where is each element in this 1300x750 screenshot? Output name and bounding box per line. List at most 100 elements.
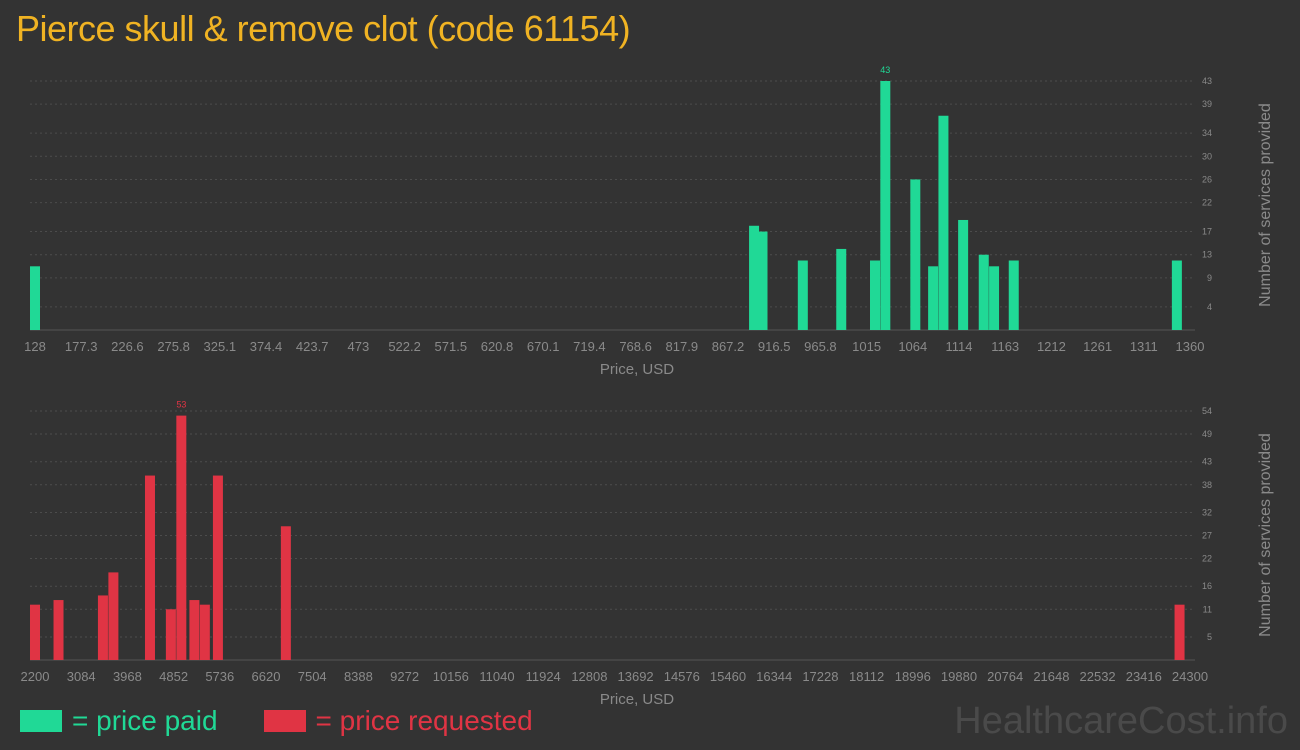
y-tick-label: 27 <box>1202 531 1212 541</box>
x-tick-label: 1163 <box>991 339 1019 354</box>
bar <box>928 266 939 330</box>
x-tick-label: 1114 <box>946 339 973 354</box>
bar <box>938 115 949 330</box>
bar <box>1174 604 1185 660</box>
x-tick-label: 12808 <box>571 669 607 684</box>
y-tick-label: 30 <box>1202 151 1212 161</box>
y-tick-label: 22 <box>1202 198 1212 208</box>
x-tick-label: 4852 <box>159 669 188 684</box>
legend-label-paid: = price paid <box>72 705 218 736</box>
bar <box>144 475 155 660</box>
x-tick-label: 1212 <box>1037 339 1066 354</box>
x-tick-label: 1311 <box>1130 339 1158 354</box>
watermark: HealthcareCost.info <box>954 700 1288 742</box>
x-tick-label: 16344 <box>756 669 792 684</box>
bar <box>108 572 119 660</box>
y-tick-label: 4 <box>1207 302 1212 312</box>
x-tick-label: 13692 <box>618 669 654 684</box>
x-tick-label: 867.2 <box>712 339 745 354</box>
y-tick-label: 17 <box>1202 227 1212 237</box>
x-tick-label: 5736 <box>205 669 234 684</box>
x-tick-label: 423.7 <box>296 339 329 354</box>
x-tick-label: 6620 <box>252 669 281 684</box>
bar <box>199 604 210 660</box>
x-tick-label: 22532 <box>1080 669 1116 684</box>
max-value-label: 43 <box>880 65 890 75</box>
x-tick-label: 620.8 <box>481 339 514 354</box>
x-tick-label: 11924 <box>526 669 561 684</box>
y-axis-label: Number of services provided <box>1257 103 1274 307</box>
legend-item-paid: = price paid <box>20 705 218 737</box>
x-tick-label: 275.8 <box>157 339 190 354</box>
x-tick-label: 18996 <box>895 669 931 684</box>
x-tick-label: 9272 <box>390 669 419 684</box>
x-tick-label: 11040 <box>479 669 514 684</box>
y-tick-label: 13 <box>1202 250 1212 260</box>
x-tick-label: 768.6 <box>619 339 652 354</box>
price-requested-chart: 5 11 16 22 27 32 38 43 49 54 53 2200 3084 3968 4852 573… <box>21 400 1274 708</box>
x-tick-label: 14576 <box>664 669 700 684</box>
x-tick-label: 226.6 <box>111 339 144 354</box>
page-title: Pierce skull & remove clot (code 61154) <box>16 8 631 49</box>
y-tick-label: 38 <box>1202 480 1212 490</box>
x-tick-label: 20764 <box>987 669 1023 684</box>
y-tick-label: 32 <box>1202 507 1212 517</box>
max-value-label: 53 <box>176 400 186 410</box>
legend: = price paid = price requested <box>20 704 579 738</box>
y-tick-label: 16 <box>1202 581 1212 591</box>
bar <box>97 595 108 660</box>
bar <box>165 609 176 660</box>
x-tick-label: 916.5 <box>758 339 791 354</box>
x-tick-label: 670.1 <box>527 339 560 354</box>
bar <box>30 604 40 660</box>
x-axis-label: Price, USD <box>600 691 674 708</box>
bar <box>989 266 1000 330</box>
x-tick-label: 719.4 <box>573 339 606 354</box>
x-tick-label: 7504 <box>298 669 327 684</box>
bar <box>176 415 187 660</box>
x-tick-label: 21648 <box>1033 669 1069 684</box>
x-tick-label: 128 <box>24 339 46 354</box>
y-tick-label: 5 <box>1207 632 1212 642</box>
bar <box>1171 260 1182 330</box>
bar <box>53 600 64 660</box>
price-paid-chart: 4 9 13 17 22 26 30 34 39 43 43 128 177.3 226.6 275.8 32… <box>24 65 1274 378</box>
bar <box>1008 260 1019 330</box>
y-tick-label: 26 <box>1202 174 1212 184</box>
legend-swatch-requested <box>263 710 306 732</box>
x-tick-label: 8388 <box>344 669 373 684</box>
legend-label-requested: = price requested <box>315 705 533 736</box>
x-tick-label: 473 <box>348 339 370 354</box>
x-tick-label: 18112 <box>849 669 884 684</box>
x-tick-label: 3968 <box>113 669 142 684</box>
x-tick-label: 1360 <box>1176 339 1205 354</box>
bar <box>880 81 891 330</box>
x-tick-label: 325.1 <box>204 339 237 354</box>
y-tick-label: 22 <box>1202 554 1212 564</box>
x-tick-label: 1015 <box>852 339 881 354</box>
x-tick-label: 177.3 <box>65 339 98 354</box>
y-tick-label: 11 <box>1203 604 1212 614</box>
x-tick-label: 24300 <box>1172 669 1208 684</box>
x-tick-label: 1261 <box>1083 339 1112 354</box>
x-tick-label: 571.5 <box>435 339 468 354</box>
x-tick-label: 19880 <box>941 669 977 684</box>
x-axis-label: Price, USD <box>600 361 674 378</box>
bar <box>30 266 40 330</box>
x-tick-label: 10156 <box>433 669 469 684</box>
bar <box>797 260 808 330</box>
bar <box>958 219 969 330</box>
y-axis-label: Number of services provided <box>1257 433 1274 637</box>
x-tick-label: 3084 <box>67 669 96 684</box>
x-tick-label: 522.2 <box>388 339 421 354</box>
bar <box>870 260 880 330</box>
legend-item-requested: = price requested <box>263 705 533 737</box>
y-tick-label: 43 <box>1202 76 1212 86</box>
bar <box>836 248 847 330</box>
legend-swatch-paid <box>20 710 62 732</box>
x-tick-label: 15460 <box>710 669 746 684</box>
x-tick-label: 1064 <box>898 339 927 354</box>
x-tick-label: 374.4 <box>250 339 283 354</box>
x-tick-label: 23416 <box>1126 669 1162 684</box>
y-tick-label: 49 <box>1202 429 1212 439</box>
